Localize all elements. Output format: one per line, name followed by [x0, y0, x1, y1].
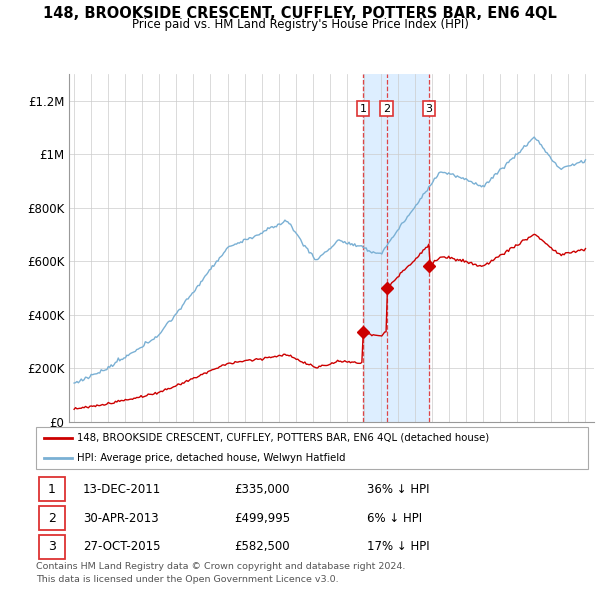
Text: 2: 2: [383, 104, 390, 113]
Text: 3: 3: [48, 540, 56, 553]
Text: £335,000: £335,000: [235, 483, 290, 496]
Text: 148, BROOKSIDE CRESCENT, CUFFLEY, POTTERS BAR, EN6 4QL (detached house): 148, BROOKSIDE CRESCENT, CUFFLEY, POTTER…: [77, 432, 490, 442]
Text: £582,500: £582,500: [235, 540, 290, 553]
Text: 13-DEC-2011: 13-DEC-2011: [83, 483, 161, 496]
Text: HPI: Average price, detached house, Welwyn Hatfield: HPI: Average price, detached house, Welw…: [77, 453, 346, 463]
Text: This data is licensed under the Open Government Licence v3.0.: This data is licensed under the Open Gov…: [36, 575, 338, 584]
Text: 30-APR-2013: 30-APR-2013: [83, 512, 158, 525]
Text: 17% ↓ HPI: 17% ↓ HPI: [367, 540, 430, 553]
Text: 36% ↓ HPI: 36% ↓ HPI: [367, 483, 430, 496]
Bar: [39, 506, 65, 530]
Text: 27-OCT-2015: 27-OCT-2015: [83, 540, 160, 553]
Text: 3: 3: [425, 104, 433, 113]
Text: 1: 1: [48, 483, 56, 496]
Text: Price paid vs. HM Land Registry's House Price Index (HPI): Price paid vs. HM Land Registry's House …: [131, 18, 469, 31]
Bar: [363, 74, 429, 422]
Text: 148, BROOKSIDE CRESCENT, CUFFLEY, POTTERS BAR, EN6 4QL: 148, BROOKSIDE CRESCENT, CUFFLEY, POTTER…: [43, 6, 557, 21]
Text: 6% ↓ HPI: 6% ↓ HPI: [367, 512, 422, 525]
Text: Contains HM Land Registry data © Crown copyright and database right 2024.: Contains HM Land Registry data © Crown c…: [36, 562, 406, 571]
Text: £499,995: £499,995: [235, 512, 291, 525]
Bar: [39, 477, 65, 502]
Text: 1: 1: [360, 104, 367, 113]
Bar: [39, 535, 65, 559]
Text: 2: 2: [48, 512, 56, 525]
